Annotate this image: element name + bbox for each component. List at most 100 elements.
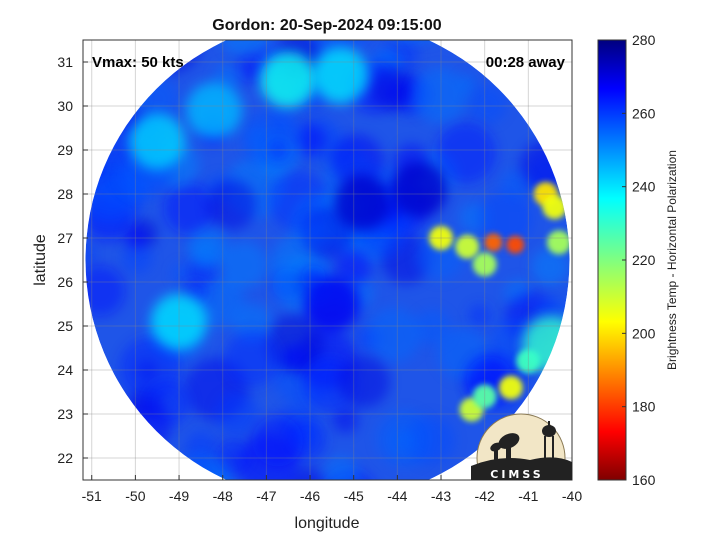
texture-patch: [416, 232, 464, 280]
water-tower-icon: [542, 421, 556, 458]
texture-patch: [163, 182, 216, 235]
y-tick-label: 27: [57, 230, 73, 246]
texture-patch: [330, 134, 384, 188]
feature-blob: [303, 276, 360, 332]
feature-blob: [546, 230, 570, 255]
texture-patch: [406, 415, 456, 465]
y-ticks: 22 23 24 25 26 27 28 29 30 31: [57, 54, 88, 466]
feature-blob: [498, 375, 523, 400]
swath-layer: [85, 2, 570, 480]
x-tick-label: -51: [82, 488, 102, 504]
texture-patch: [528, 2, 562, 36]
vmax-annotation: Vmax: 50 kts: [92, 54, 184, 71]
x-tick-label: -46: [300, 488, 320, 504]
texture-patch: [531, 248, 569, 286]
x-tick-label: -44: [387, 488, 407, 504]
y-tick-label: 22: [57, 450, 73, 466]
texture-patch: [251, 415, 303, 467]
feature-blob: [455, 234, 480, 259]
texture-patch: [288, 466, 327, 480]
satellite-dish-icon: [490, 433, 520, 460]
colorbar-ticks: 160 180 200 220 240 260 280: [622, 32, 656, 488]
colorbar-tick-label: 200: [632, 325, 656, 341]
feature-blob: [185, 82, 242, 139]
x-tick-label: -50: [125, 488, 145, 504]
x-tick-label: -45: [344, 488, 364, 504]
texture-patch: [335, 249, 372, 286]
x-tick-label: -40: [562, 488, 582, 504]
feature-blob: [312, 47, 369, 104]
cimss-logo: CIMSS: [471, 413, 572, 481]
y-tick-label: 29: [57, 142, 73, 158]
axes-frame: [82, 39, 573, 481]
colorbar-tick-label: 260: [632, 105, 656, 121]
x-tick-label: -43: [431, 488, 451, 504]
y-tick-label: 31: [57, 54, 73, 70]
texture-patch: [477, 191, 533, 246]
feature-blob: [472, 252, 497, 277]
feature-blob: [334, 174, 391, 231]
texture-patch: [281, 345, 305, 370]
feature-blob: [129, 113, 186, 170]
feature-blob: [391, 161, 448, 218]
texture-patch: [390, 427, 417, 455]
x-tick-label: -49: [169, 488, 189, 504]
texture-patch: [122, 243, 153, 274]
logo-text: CIMSS: [490, 468, 543, 481]
x-tick-label: -47: [256, 488, 276, 504]
feature-blob: [151, 293, 208, 350]
chart-title: Gordon: 20-Sep-2024 09:15:00: [212, 17, 442, 34]
y-tick-label: 24: [57, 362, 73, 378]
feature-blob: [429, 226, 454, 250]
colorbar-tick-label: 220: [632, 252, 656, 268]
texture-patch: [323, 456, 359, 480]
texture-patch: [468, 85, 507, 124]
texture-patch: [219, 40, 272, 58]
colorbar-tick-label: 280: [632, 32, 656, 48]
feature-blob: [260, 51, 317, 108]
x-ticks: -51 -50 -49 -48 -47 -46 -45 -44 -43 -42 -41 -40: [82, 475, 582, 504]
y-axis-label: latitude: [32, 234, 49, 286]
texture-patch: [299, 218, 326, 245]
y-tick-label: 30: [57, 98, 73, 114]
colorbar-tick-label: 160: [632, 472, 656, 488]
texture-patch: [220, 241, 268, 289]
feature-blob: [472, 384, 497, 409]
texture-patch: [215, 392, 259, 435]
feature-blob: [506, 235, 525, 254]
texture-patch: [366, 307, 422, 363]
texture-patch: [332, 406, 359, 434]
texture-patch: [369, 67, 414, 111]
x-tick-label: -41: [518, 488, 538, 504]
colorbar-label: Brightness Temp - Horizontal Polarizatio…: [665, 150, 679, 370]
texture-patch: [171, 262, 193, 284]
texture-patch: [338, 356, 390, 408]
texture-patch: [236, 54, 264, 83]
feature-blob: [484, 233, 503, 252]
logo-ground: [471, 457, 572, 480]
feature-blob: [542, 195, 567, 220]
y-tick-label: 23: [57, 406, 73, 422]
texture-patch: [412, 67, 469, 124]
y-tick-label: 25: [57, 318, 73, 334]
x-tick-label: -48: [213, 488, 233, 504]
texture-patch: [124, 226, 147, 249]
texture-patch: [85, 265, 125, 317]
x-axis-label: longitude: [295, 515, 360, 532]
texture-patch: [535, 40, 570, 45]
texture-patch: [468, 304, 491, 327]
swath-features: [129, 47, 570, 422]
grid-lines: [83, 40, 573, 480]
colorbar-tick-label: 180: [632, 399, 656, 415]
texture-patch: [268, 139, 289, 160]
y-tick-label: 26: [57, 274, 73, 290]
x-tick-label: -42: [475, 488, 495, 504]
colorbar-tick-label: 240: [632, 179, 656, 195]
time-away-annotation: 00:28 away: [486, 54, 566, 71]
colorbar: [597, 39, 627, 481]
texture-patch: [414, 309, 451, 346]
texture-patch: [192, 238, 219, 265]
texture-patch: [435, 122, 497, 184]
texture-patch: [206, 179, 257, 231]
